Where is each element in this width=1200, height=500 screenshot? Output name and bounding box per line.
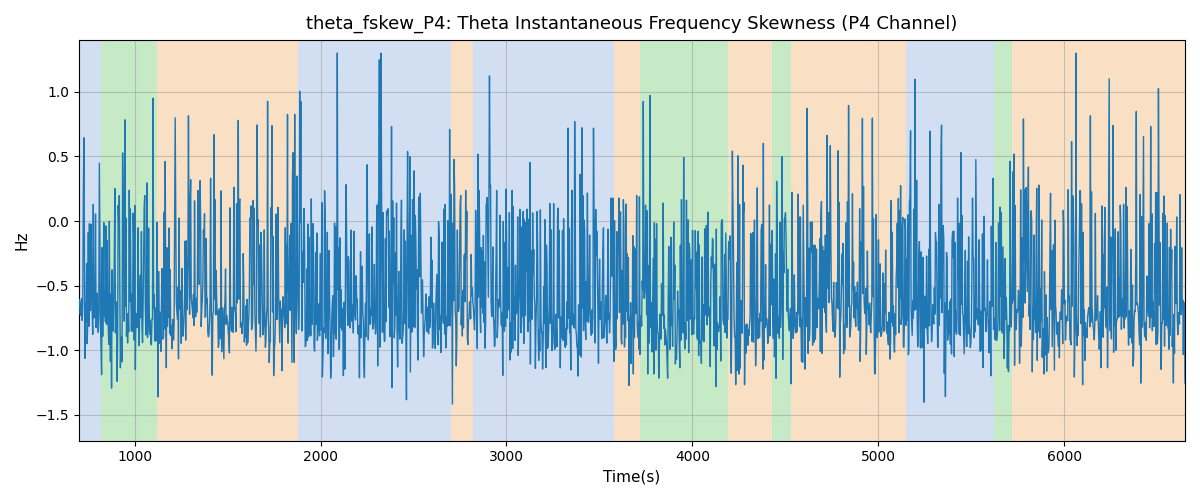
Bar [1012,40,1186,440]
Bar [157,40,299,440]
Bar [473,40,614,440]
Bar [79,40,101,440]
Title: theta_fskew_P4: Theta Instantaneous Frequency Skewness (P4 Channel): theta_fskew_P4: Theta Instantaneous Freq… [306,15,958,34]
Bar [994,40,1012,440]
Bar [791,40,906,440]
X-axis label: Time(s): Time(s) [604,470,660,485]
Bar [614,40,641,440]
Bar [641,40,727,440]
Bar [299,40,451,440]
Bar [773,40,791,440]
Bar [451,40,473,440]
Bar [727,40,773,440]
Bar [101,40,157,440]
Bar [906,40,994,440]
Y-axis label: Hz: Hz [14,230,30,250]
